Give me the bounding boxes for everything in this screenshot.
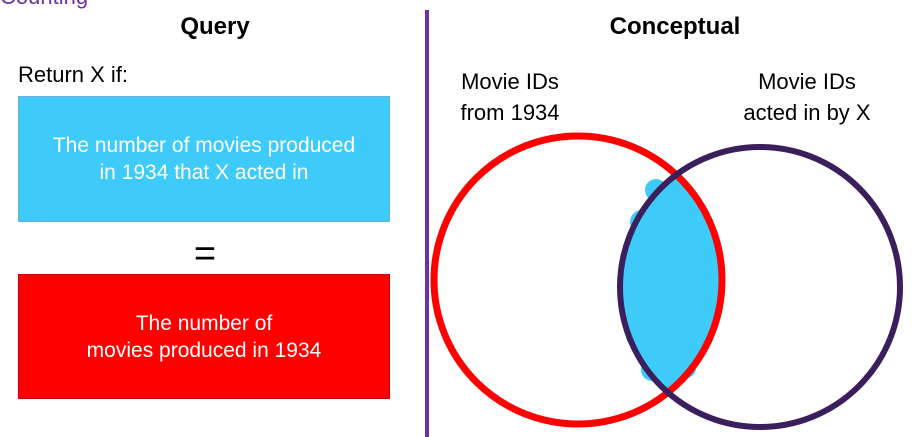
total-movie-count-text: The number of movies produced in 1934 bbox=[86, 311, 322, 362]
left-set-label: Movie IDs from 1934 bbox=[460, 69, 560, 125]
query-heading: Query bbox=[180, 13, 250, 40]
conceptual-heading: Conceptual bbox=[609, 13, 741, 40]
venn-diagram bbox=[430, 132, 903, 430]
actor-movie-count-text: The number of movies produced in 1934 th… bbox=[52, 134, 356, 184]
slide-title: Counting bbox=[0, 0, 88, 8]
section-divider bbox=[425, 10, 429, 437]
return-condition-label: Return X if: bbox=[18, 62, 129, 87]
actor-movie-count-box: The number of movies produced in 1934 th… bbox=[18, 96, 390, 222]
intersection-region bbox=[620, 147, 722, 424]
equals-sign: = bbox=[193, 233, 217, 275]
right-set-label: Movie IDs acted in by X bbox=[743, 69, 871, 125]
left-set-circle bbox=[430, 132, 726, 428]
right-set-circle bbox=[617, 144, 903, 430]
total-movie-count-box: The number of movies produced in 1934 bbox=[18, 274, 390, 399]
